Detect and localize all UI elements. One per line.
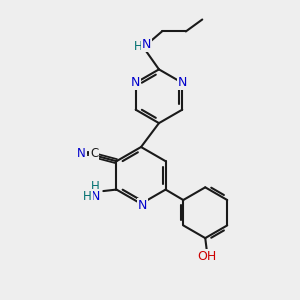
Text: OH: OH	[197, 250, 216, 262]
Text: H: H	[134, 40, 142, 53]
Text: N: N	[137, 199, 147, 212]
Text: N: N	[91, 190, 100, 203]
Text: N: N	[130, 76, 140, 89]
Text: N: N	[77, 147, 85, 160]
Text: N: N	[178, 76, 188, 89]
Text: N: N	[142, 38, 151, 51]
Text: C: C	[90, 147, 98, 160]
Text: H: H	[83, 190, 92, 203]
Text: H: H	[91, 180, 100, 194]
